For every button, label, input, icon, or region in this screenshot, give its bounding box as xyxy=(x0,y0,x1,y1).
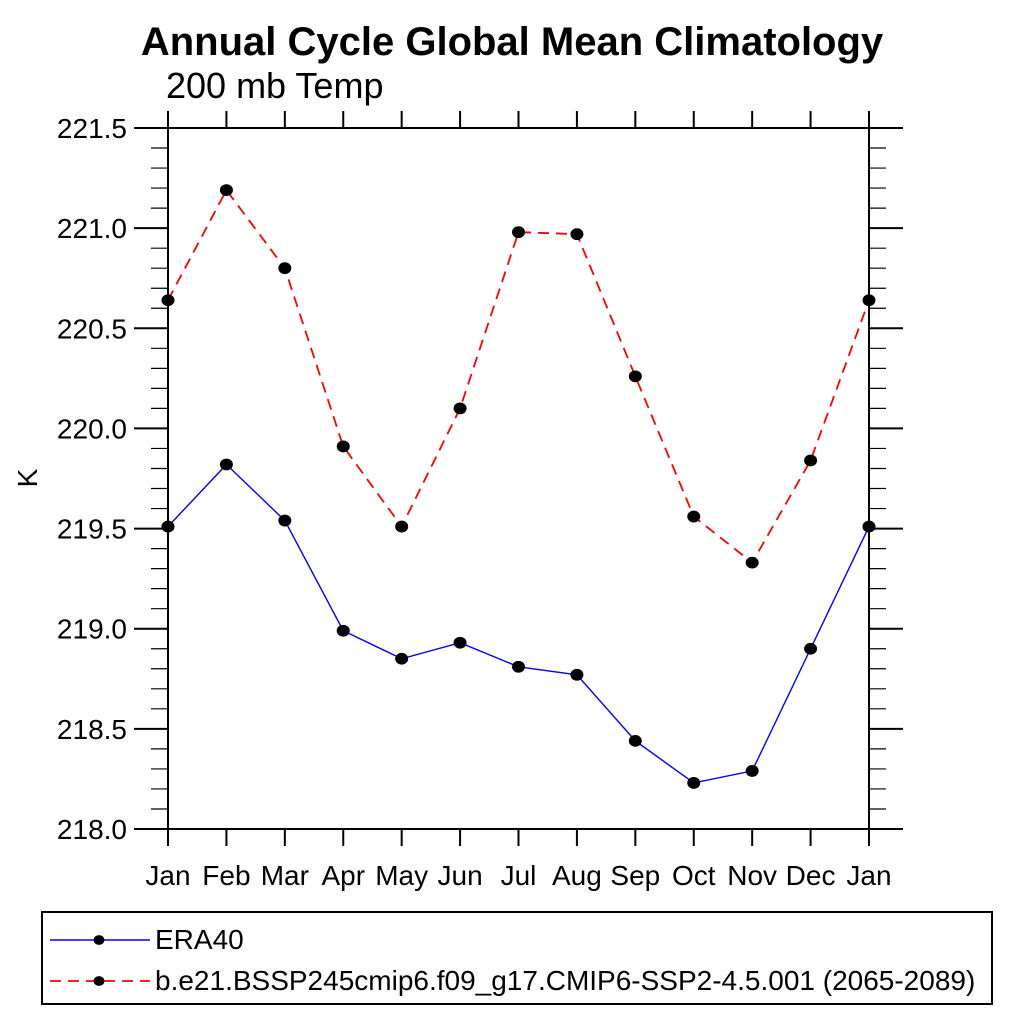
x-tick-label: Oct xyxy=(672,860,716,891)
x-tick-label: Sep xyxy=(610,860,660,891)
data-point-marker xyxy=(687,510,701,523)
chart-subtitle: 200 mb Temp xyxy=(166,65,384,106)
data-point-marker xyxy=(161,520,175,533)
y-tick-label: 219.5 xyxy=(57,514,127,545)
data-point-marker xyxy=(687,777,701,789)
data-point-marker xyxy=(804,454,818,467)
data-point-marker xyxy=(804,642,818,655)
x-tick-label: Apr xyxy=(321,860,365,891)
y-tick-label: 219.0 xyxy=(57,614,127,645)
data-point-marker xyxy=(745,556,759,569)
data-point-marker xyxy=(570,668,584,681)
legend-entry-model: b.e21.BSSP245cmip6.f09_g17.CMIP6-SSP2-4.… xyxy=(50,966,975,996)
x-tick-label: Jun xyxy=(438,860,483,891)
legend: ERA40 b.e21.BSSP245cmip6.f09_g17.CMIP6-S… xyxy=(41,911,993,1005)
legend-marker xyxy=(93,935,105,945)
series-line-0 xyxy=(167,463,870,784)
y-tick-label: 221.5 xyxy=(57,113,127,144)
y-tick-label: 221.0 xyxy=(57,213,127,244)
x-tick-label: Nov xyxy=(727,860,777,891)
data-point-marker xyxy=(336,624,350,637)
line-marker-swatch-icon xyxy=(50,976,150,986)
legend-label: ERA40 xyxy=(155,924,244,955)
legend-marker xyxy=(93,976,105,986)
data-point-marker xyxy=(395,652,409,665)
data-point-marker xyxy=(278,262,292,275)
x-tick-label: May xyxy=(375,860,428,891)
plot-frame xyxy=(167,127,870,830)
data-point-marker xyxy=(336,440,350,453)
data-point-marker xyxy=(453,402,467,415)
x-tick-label: Aug xyxy=(552,860,602,891)
x-tick-label: Jan xyxy=(145,860,190,891)
y-tick-label: 218.5 xyxy=(57,714,127,745)
data-point-marker xyxy=(745,765,759,777)
data-point-marker xyxy=(219,458,233,471)
x-tick-label: Jul xyxy=(501,860,537,891)
legend-label: b.e21.BSSP245cmip6.f09_g17.CMIP6-SSP2-4.… xyxy=(155,965,976,996)
data-point-marker xyxy=(512,226,525,239)
data-point-marker xyxy=(278,514,292,527)
chart-title: Annual Cycle Global Mean Climatology xyxy=(140,20,884,64)
data-point-marker xyxy=(453,636,467,649)
data-point-marker xyxy=(161,294,175,307)
y-tick-label: 220.5 xyxy=(57,313,127,344)
data-point-marker xyxy=(512,660,525,673)
data-point-marker xyxy=(862,520,876,533)
series-line-1 xyxy=(167,188,870,564)
data-point-marker xyxy=(570,228,584,241)
x-tick-label: Jan xyxy=(846,860,891,891)
data-point-marker xyxy=(628,734,642,747)
data-point-marker xyxy=(862,294,876,307)
data-point-marker xyxy=(395,520,409,533)
legend-entry-era40: ERA40 xyxy=(50,925,244,955)
y-tick-label: 220.0 xyxy=(57,413,127,444)
x-tick-label: Feb xyxy=(202,860,250,891)
x-tick-label: Mar xyxy=(261,860,309,891)
data-point-marker xyxy=(628,370,642,383)
line-marker-swatch-icon xyxy=(50,935,150,945)
y-tick-label: 218.0 xyxy=(57,814,127,845)
data-point-marker xyxy=(219,184,233,196)
x-tick-label: Dec xyxy=(786,860,836,891)
